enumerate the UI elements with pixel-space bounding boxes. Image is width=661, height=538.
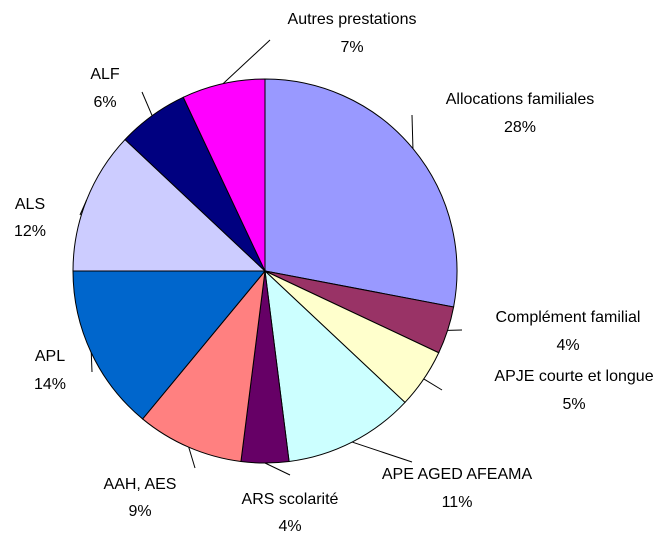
slice-label: Autres prestations — [288, 11, 417, 28]
slice-label: APE AGED AFEAMA — [382, 466, 533, 483]
slice-label: APL — [35, 348, 65, 365]
slice-value-label: 4% — [556, 337, 579, 354]
slice-label: ALS — [15, 196, 45, 213]
slice-value-label: 4% — [278, 518, 301, 533]
slice-value-label: 11% — [442, 494, 473, 511]
slice-label: AAH, AES — [104, 476, 177, 493]
slice-label: APJE courte et longue — [494, 368, 653, 385]
slice-label: ARS scolarité — [242, 491, 339, 508]
slice-label: ALF — [90, 66, 120, 83]
slice-value-label: 6% — [93, 94, 116, 111]
leader-line — [189, 447, 195, 468]
pie-slice — [265, 79, 457, 307]
leader-line — [91, 353, 92, 372]
slice-label: Complément familial — [496, 309, 641, 326]
slice-value-label: 5% — [562, 396, 585, 413]
leader-line — [352, 442, 412, 462]
slice-value-label: 12% — [14, 223, 46, 240]
slice-label: Allocations familiales — [446, 91, 595, 108]
slice-value-label: 14% — [34, 376, 66, 393]
leader-line — [142, 92, 152, 116]
leader-line — [424, 379, 442, 390]
slice-value-label: 28% — [504, 119, 536, 136]
slice-value-label: 9% — [128, 503, 151, 520]
leader-line — [412, 115, 413, 149]
leader-line — [265, 463, 290, 475]
leader-line — [223, 40, 270, 84]
slice-value-label: 7% — [340, 39, 363, 56]
